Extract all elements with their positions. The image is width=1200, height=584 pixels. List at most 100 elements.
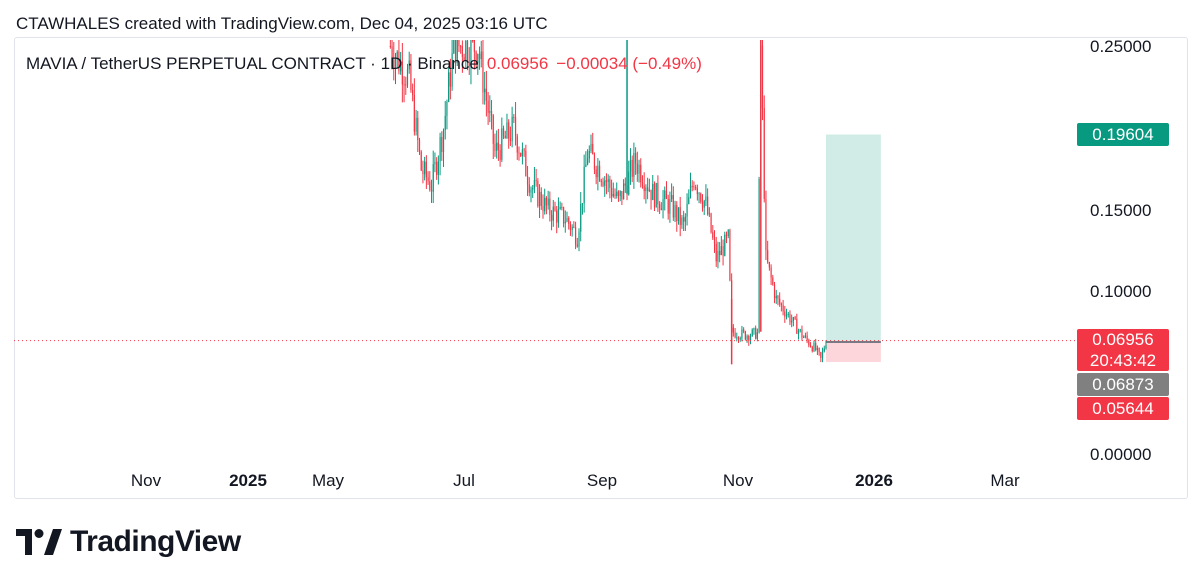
candle-body[interactable]: [595, 169, 597, 178]
candle-body[interactable]: [779, 298, 781, 304]
candle-body[interactable]: [662, 199, 664, 211]
candle-body[interactable]: [530, 189, 532, 193]
candle-body[interactable]: [672, 195, 674, 218]
candle-body[interactable]: [571, 226, 573, 231]
candle-body[interactable]: [619, 191, 621, 197]
candle-body[interactable]: [775, 295, 777, 299]
candle-body[interactable]: [552, 206, 554, 221]
stop-zone[interactable]: [825, 341, 881, 363]
candle-body[interactable]: [767, 250, 769, 263]
candle-body[interactable]: [533, 180, 536, 189]
candle-body[interactable]: [664, 190, 666, 200]
candle-body[interactable]: [605, 180, 608, 183]
candle-body[interactable]: [631, 159, 633, 177]
candle-body[interactable]: [586, 158, 589, 165]
candle-body[interactable]: [643, 185, 645, 192]
candle-body[interactable]: [528, 184, 530, 193]
stop-price-tag[interactable]: 0.05644: [1077, 397, 1169, 420]
candle-body[interactable]: [612, 193, 614, 197]
candle-body[interactable]: [617, 191, 620, 197]
candle-body[interactable]: [688, 197, 690, 204]
candle-body[interactable]: [573, 226, 575, 228]
candle-body[interactable]: [811, 346, 813, 352]
target-zone[interactable]: [825, 134, 881, 342]
candle-body[interactable]: [398, 51, 400, 72]
candle-body[interactable]: [490, 110, 493, 116]
candle-body[interactable]: [564, 221, 566, 224]
candle-body[interactable]: [513, 116, 515, 118]
candle-body[interactable]: [583, 166, 585, 204]
candle-body[interactable]: [424, 161, 426, 175]
candle-body[interactable]: [518, 152, 520, 154]
candle-body[interactable]: [825, 345, 827, 349]
candle-body[interactable]: [758, 179, 760, 333]
candle-body[interactable]: [598, 165, 601, 181]
candle-body[interactable]: [497, 142, 500, 150]
candle-body[interactable]: [641, 182, 644, 186]
candle-body[interactable]: [472, 40, 474, 41]
price-axis[interactable]: 0.25000 0.15000 0.10000 0.00000: [1090, 37, 1151, 464]
candle-body[interactable]: [532, 188, 534, 190]
candle-body[interactable]: [593, 154, 596, 170]
candle-body[interactable]: [602, 182, 604, 186]
candle-body[interactable]: [746, 335, 748, 340]
candle-body[interactable]: [576, 244, 578, 247]
candle-body[interactable]: [468, 62, 470, 67]
candle-body[interactable]: [660, 208, 662, 211]
candle-body[interactable]: [720, 246, 722, 256]
candle-body[interactable]: [707, 196, 709, 215]
candle-body[interactable]: [624, 183, 626, 186]
candle-body[interactable]: [621, 191, 623, 200]
candle-body[interactable]: [487, 100, 489, 113]
candle-body[interactable]: [396, 51, 398, 59]
candle-body[interactable]: [681, 217, 683, 225]
candle-body[interactable]: [473, 40, 475, 52]
candle-body[interactable]: [657, 183, 659, 205]
candle-body[interactable]: [436, 161, 438, 175]
candle-body[interactable]: [442, 129, 445, 152]
candle-body[interactable]: [628, 171, 630, 195]
candle-body[interactable]: [456, 40, 458, 64]
candle-body[interactable]: [525, 150, 527, 177]
candle-body[interactable]: [559, 206, 561, 209]
candle-body[interactable]: [514, 117, 517, 137]
candle-body[interactable]: [494, 143, 496, 151]
time-axis[interactable]: Nov 2025 May Jul Sep Nov 2026 Mar: [131, 471, 1020, 490]
candle-body[interactable]: [645, 187, 647, 192]
candle-body[interactable]: [429, 181, 431, 190]
candle-body[interactable]: [652, 183, 654, 201]
candle-body[interactable]: [770, 267, 772, 278]
candle-body[interactable]: [492, 115, 494, 144]
candle-body[interactable]: [813, 342, 815, 352]
candle-body[interactable]: [466, 40, 469, 63]
candle-body[interactable]: [753, 328, 755, 330]
candle-body[interactable]: [659, 204, 661, 209]
candle-body[interactable]: [820, 352, 822, 358]
candle-body[interactable]: [542, 205, 544, 212]
candle-body[interactable]: [665, 190, 668, 199]
candle-body[interactable]: [821, 351, 824, 358]
candle-body[interactable]: [516, 136, 518, 153]
candle-body[interactable]: [816, 348, 819, 350]
candle-body[interactable]: [504, 135, 506, 139]
candle-body[interactable]: [676, 205, 678, 222]
candle-body[interactable]: [722, 246, 724, 256]
candle-body[interactable]: [549, 198, 551, 215]
candle-body[interactable]: [719, 250, 721, 256]
candle-body[interactable]: [521, 149, 524, 157]
candle-body[interactable]: [792, 317, 794, 321]
candle-body[interactable]: [609, 179, 611, 188]
candle-body[interactable]: [799, 329, 801, 331]
candle-body[interactable]: [401, 61, 403, 85]
candle-body[interactable]: [509, 138, 512, 142]
candle-body[interactable]: [622, 183, 625, 200]
candle-body[interactable]: [544, 197, 546, 212]
candle-body[interactable]: [772, 277, 774, 285]
candle-body[interactable]: [461, 46, 463, 58]
candle-body[interactable]: [394, 58, 397, 69]
candle-body[interactable]: [451, 53, 453, 87]
tradingview-logo[interactable]: TradingView: [16, 525, 241, 559]
candle-body[interactable]: [538, 191, 541, 207]
candle-body[interactable]: [446, 101, 448, 116]
candle-body[interactable]: [425, 161, 427, 178]
